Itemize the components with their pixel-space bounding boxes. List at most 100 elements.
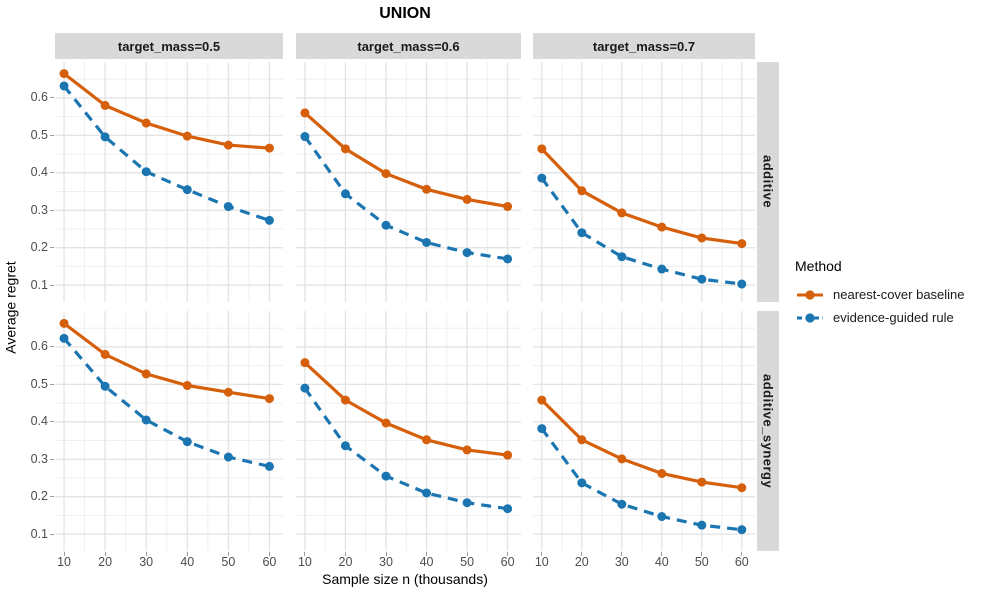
data-point [697,233,707,243]
data-point [182,437,192,447]
x-tick-label: 10 [57,555,71,569]
data-point [503,450,513,460]
x-tick-mark [344,552,346,556]
y-tick-mark [50,134,54,136]
facet-row-strip: additive_synergy [757,311,779,551]
x-tick-mark [426,552,428,556]
data-point [59,318,69,328]
data-point [141,369,151,379]
data-point [422,184,432,194]
data-point [223,387,233,397]
data-point [223,452,233,462]
data-point [617,454,627,464]
y-tick-label: 0.4 [30,414,48,429]
series-line [62,337,270,468]
data-point [737,525,747,535]
y-tick-mark [50,421,54,423]
y-tick-label: 0.3 [30,451,48,466]
legend-key-dashed-line-dot-icon [797,312,823,323]
data-point [182,131,192,141]
x-tick-label: 20 [338,555,353,569]
data-point [462,445,472,455]
data-point [381,169,391,179]
y-axis-title: Average regret [2,261,19,354]
data-point [141,118,151,128]
data-point [697,520,707,530]
y-tick-mark [50,383,54,385]
series-line [540,147,743,246]
x-tick-label: 30 [614,555,629,569]
data-point [422,237,432,247]
y-tick-mark [50,209,54,211]
data-point [503,254,513,264]
data-point [697,477,707,487]
facet-panel [533,62,755,302]
data-point [617,208,627,218]
x-tick-label: 40 [654,555,669,569]
x-tick-label: 40 [419,555,434,569]
x-tick-mark [701,552,703,556]
x-tick-label: 20 [98,555,113,569]
x-tick-mark [104,552,106,556]
data-point [657,264,667,274]
x-tick-label: 60 [500,555,515,569]
x-tick-label: 20 [574,555,589,569]
data-point [223,140,233,150]
legend-item-label: evidence-guided rule [833,310,954,325]
x-tick-mark [268,552,270,556]
data-point [340,144,350,154]
y-tick-mark [50,533,54,535]
facet-panel [533,311,755,551]
data-point [182,185,192,195]
data-point [617,252,627,262]
data-point [577,228,587,238]
data-point [737,279,747,289]
x-tick-label: 30 [379,555,393,569]
data-point [577,186,587,196]
y-tick-mark [50,247,54,249]
y-tick-mark [50,496,54,498]
data-point [59,333,69,343]
data-point [59,81,69,91]
data-point [697,274,707,284]
x-tick-mark [661,552,663,556]
data-point [100,100,110,110]
data-point [462,498,472,508]
y-tick-mark [50,284,54,286]
facet-row-strip: additive [757,62,779,302]
x-tick-mark [304,552,306,556]
data-point [381,471,391,481]
data-point [300,108,310,118]
data-point [340,189,350,199]
x-tick-mark [63,552,65,556]
data-point [264,394,274,404]
series-line [63,322,270,401]
series-line [63,72,270,150]
data-point [264,461,274,471]
series-line [540,177,742,286]
x-tick-mark [581,552,583,556]
y-tick-label: 0.2 [30,240,48,255]
y-tick-label: 0.4 [30,165,48,180]
facet-row-strip-label: additive_synergy [760,373,776,489]
data-point [422,488,432,498]
x-tick-label: 30 [139,555,154,569]
facet-panel [55,62,283,302]
x-tick-label: 50 [694,555,709,569]
data-point [340,441,350,451]
legend-item-label: nearest-cover baseline [833,287,965,302]
data-point [657,222,667,232]
data-point [141,167,151,177]
data-point [381,220,391,230]
legend-item: nearest-cover baseline [795,283,995,306]
data-point [462,248,472,258]
data-point [577,478,587,488]
data-point [737,483,747,493]
data-point [503,202,513,212]
series-line [540,427,742,532]
data-point [300,358,310,368]
data-point [100,349,110,359]
data-point [340,395,350,405]
x-tick-mark [541,552,543,556]
data-point [422,435,432,445]
